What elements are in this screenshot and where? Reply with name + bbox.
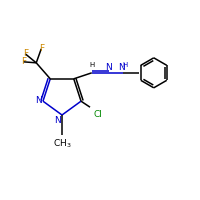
Text: H: H [122, 62, 127, 68]
Text: F: F [21, 57, 26, 66]
Text: N: N [35, 96, 42, 105]
Text: N: N [105, 63, 112, 72]
Text: N: N [54, 116, 61, 125]
Text: CH$_3$: CH$_3$ [53, 137, 71, 150]
Text: Cl: Cl [93, 110, 102, 119]
Text: F: F [23, 49, 28, 58]
Text: H: H [89, 62, 94, 68]
Text: F: F [39, 44, 44, 53]
Text: N: N [118, 63, 125, 72]
